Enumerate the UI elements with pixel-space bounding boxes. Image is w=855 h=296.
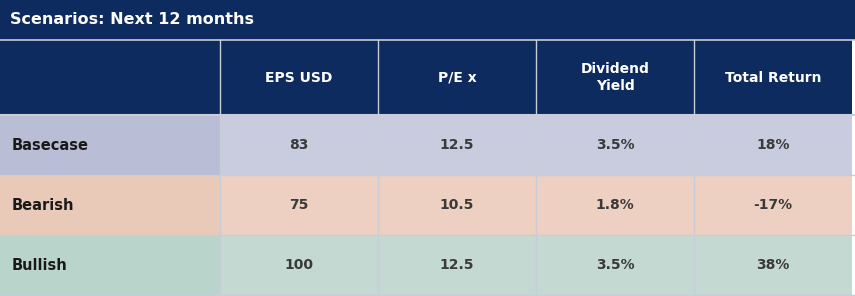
Bar: [694, 235, 852, 295]
Bar: [0, 235, 220, 295]
Text: 3.5%: 3.5%: [596, 138, 634, 152]
Bar: [220, 175, 378, 235]
Text: 38%: 38%: [757, 258, 790, 272]
Bar: [536, 115, 694, 175]
Text: 12.5: 12.5: [439, 138, 475, 152]
Bar: [220, 40, 378, 115]
Bar: [536, 235, 694, 295]
Text: EPS USD: EPS USD: [265, 70, 333, 84]
Text: 75: 75: [289, 198, 309, 212]
Text: Total Return: Total Return: [725, 70, 822, 84]
Text: 18%: 18%: [757, 138, 790, 152]
Bar: [536, 40, 694, 115]
Bar: [378, 40, 536, 115]
Text: Bearish: Bearish: [12, 197, 74, 213]
Bar: [694, 175, 852, 235]
Text: 100: 100: [285, 258, 314, 272]
Text: 3.5%: 3.5%: [596, 258, 634, 272]
Bar: [0, 40, 220, 115]
Text: 83: 83: [289, 138, 309, 152]
Text: P/E x: P/E x: [438, 70, 476, 84]
Bar: [0, 115, 220, 175]
Text: Dividend
Yield: Dividend Yield: [581, 62, 650, 93]
Bar: [220, 235, 378, 295]
Bar: [378, 235, 536, 295]
Text: 12.5: 12.5: [439, 258, 475, 272]
Text: Basecase: Basecase: [12, 138, 89, 152]
Bar: [694, 115, 852, 175]
Text: Scenarios: Next 12 months: Scenarios: Next 12 months: [10, 12, 254, 28]
Text: 10.5: 10.5: [439, 198, 475, 212]
Bar: [378, 115, 536, 175]
Bar: [0, 0, 855, 40]
Bar: [0, 175, 220, 235]
Text: Bullish: Bullish: [12, 258, 68, 273]
Text: 1.8%: 1.8%: [596, 198, 634, 212]
Bar: [694, 40, 852, 115]
Bar: [536, 175, 694, 235]
Bar: [220, 115, 378, 175]
Bar: [378, 175, 536, 235]
Text: -17%: -17%: [753, 198, 793, 212]
